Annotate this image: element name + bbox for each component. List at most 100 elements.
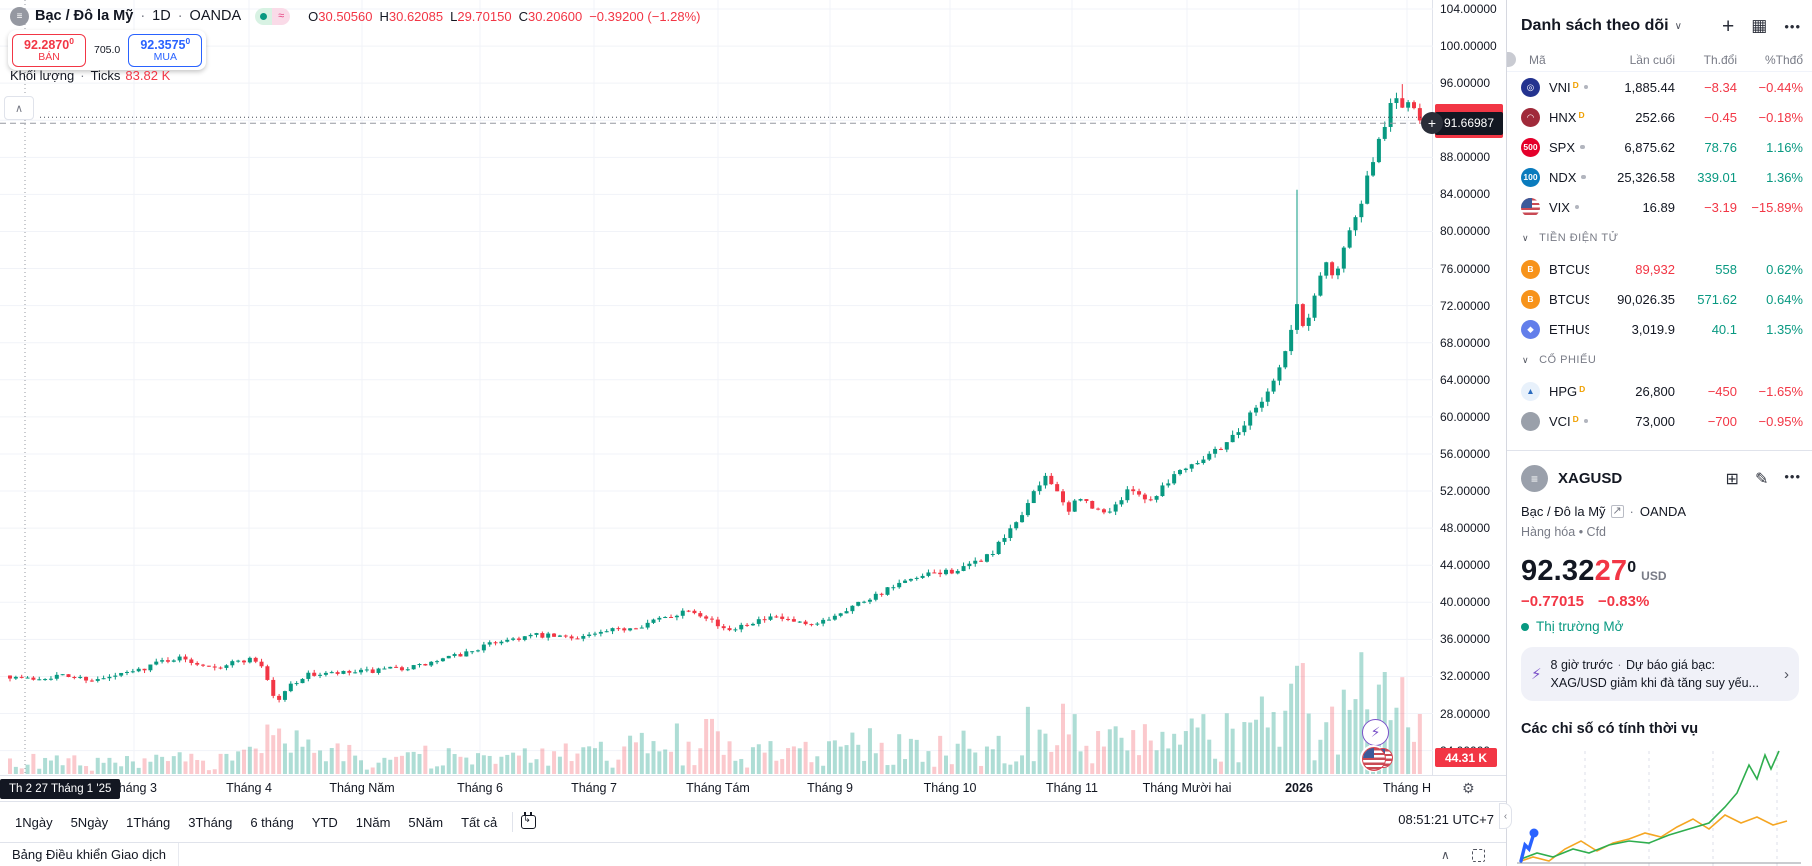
symbol-menu-icon[interactable]: ••• [1784,468,1801,484]
price-tick: 96.00000 [1440,76,1491,91]
price-tick: 84.00000 [1440,187,1491,202]
change-value: −450 [1707,383,1737,399]
price-change: −0.77015 −0.83% [1521,593,1650,610]
price-scale[interactable]: 24.0000028.0000032.0000036.0000040.00000… [1421,0,1505,775]
seasonal-section-title: Các chỉ số có tính thời vụ [1521,721,1699,738]
market-status-badge[interactable]: ≈ [255,7,291,25]
spread-value: 705.0 [94,44,121,56]
buy-button[interactable]: 92.35750 MUA [128,33,203,67]
symbol-cell: NDX [1549,170,1589,185]
range-5d[interactable]: 5Ngày [70,814,109,830]
layout-grid-icon[interactable]: ⊞ [1725,470,1739,488]
go-to-date-calendar-icon[interactable] [521,812,537,829]
chevron-down-icon: ∨ [1522,232,1530,243]
watchlist-row[interactable]: 100 NDX 25,326.58 339.01 1.36% [1507,162,1812,192]
status-dot-icon [1581,174,1586,180]
price-tick: 104.00000 [1440,2,1497,16]
change-value: −0.39200 (−1.28%) [589,8,701,24]
news-item[interactable]: ⚡ 8 giờ trước · Dự báo giá bạc: XAG/USD … [1521,647,1799,702]
lightning-news-icon: ⚡ [1531,666,1542,684]
market-open-dot-icon [255,7,273,25]
last-value: 25,326.58 [1617,169,1675,185]
axis-settings-gear-icon[interactable]: ⚙ [1462,780,1475,796]
volume-legend: Khối lượng · Ticks 83.82 K [10,68,171,83]
watchlist-row[interactable]: ◠ HNX D 252.66 −0.45 −0.18% [1507,102,1812,132]
range-ytd[interactable]: YTD [311,814,338,830]
symbol-cell: VNI D [1549,80,1589,95]
watchlist-row[interactable]: ◆ ETHUS 3,019.9 40.1 1.35% [1507,314,1812,344]
month-tick: Tháng Năm [329,781,395,795]
chevron-right-icon: › [1784,665,1789,683]
seasonal-mini-chart[interactable] [1513,745,1807,866]
watchlist-row[interactable]: 500 SPX 6,875.62 78.76 1.16% [1507,132,1812,162]
pane-divider-handle[interactable]: ‹ [1499,803,1512,829]
watchlist-row[interactable]: VCI D 73,000 −700 −0.95% [1507,406,1812,436]
watchlist-row[interactable]: B BTCUS 90,026.35 571.62 0.64% [1507,284,1812,314]
range-1m[interactable]: 1Tháng [126,814,171,830]
chevron-down-icon: ∨ [1674,20,1682,32]
price-tick: 72.00000 [1440,298,1491,313]
range-5y[interactable]: 5Năm [408,814,444,830]
volume-axis-label: 44.31 K [1435,748,1497,767]
symbol-name[interactable]: XAGUSD [1558,470,1623,487]
add-symbol-button[interactable]: + [1722,14,1735,38]
collapse-legend-button[interactable]: ∧ [4,96,34,120]
month-tick: Tháng 9 [807,781,853,795]
symbol-cell: BTCUS [1549,291,1589,307]
symbol-description[interactable]: Bạc / Đô la Mỹ [1521,504,1606,519]
time-scale[interactable]: Tháng 3 Tháng 4 Tháng Năm Tháng 6 Tháng 7 Thá… [0,775,1506,801]
add-order-plus-button[interactable]: + [1421,112,1443,135]
crosshair-date-label: Th 2 27 Tháng 1 '25 [0,779,121,799]
external-link-icon[interactable]: ↗ [1610,505,1624,518]
approx-data-icon: ≈ [272,7,291,25]
right-sidebar: Danh sách theo dõi ∨ + ▦ ••• Mã Lần cuối… [1506,0,1812,866]
ohlc-values: O30.50560 H30.62085 L29.70150 C30.20600 … [308,8,701,24]
sell-button[interactable]: 92.28700 BÁN [12,33,86,67]
range-6m[interactable]: 6 tháng [250,814,294,830]
interval-label[interactable]: 1D [152,8,171,24]
range-1y[interactable]: 1Năm [355,814,391,830]
layout-grid-icon[interactable]: ▦ [1751,16,1768,35]
candlestick-chart[interactable] [0,0,1433,775]
range-3m[interactable]: 3Tháng [188,814,233,830]
change-percent: 1.16% [1766,139,1803,155]
last-value: 90,026.35 [1617,291,1675,307]
lightning-events-icon[interactable]: ⚡ [1362,719,1389,746]
symbol-title[interactable]: Bạc / Đô la Mỹ [35,8,134,24]
watchlist-title[interactable]: Danh sách theo dõi [1521,17,1669,34]
range-all[interactable]: Tất cả [461,814,498,830]
hnx-logo-icon: ◠ [1521,107,1540,127]
high-value: 30.62085 [388,8,444,24]
watchlist-row[interactable]: ▲ HPG D 26,800 −450 −1.65% [1507,376,1812,406]
range-1d[interactable]: 1Ngày [15,814,53,830]
symbol-cell: HNX D [1549,109,1585,125]
chart-area[interactable] [0,0,1433,775]
trading-panel-tab[interactable]: Bảng Điều khiển Giao dịch [0,843,179,866]
watchlist-menu-icon[interactable]: ••• [1784,18,1801,34]
watchlist-section-header[interactable]: ∨ TIỀN ĐIỆN TỬ [1522,232,1619,244]
chevron-down-icon: ∨ [1522,354,1530,365]
watchlist-section-header[interactable]: ∨ CỔ PHIẾU [1522,354,1597,366]
panel-divider[interactable] [1507,450,1812,453]
symbol-cell: SPX [1549,140,1589,155]
last-value: 6,875.62 [1624,139,1675,155]
panel-maximize-icon[interactable] [1472,849,1485,862]
exchange-label[interactable]: OANDA [189,8,242,24]
bottom-panel-strip: Bảng Điều khiển Giao dịch [0,842,1506,866]
market-open-dot-icon [1521,622,1529,631]
watchlist-row[interactable]: B BTCUS 89,932 558 0.62% [1507,254,1812,284]
clock-utc-label[interactable]: 08:51:21 UTC+7 [1398,812,1494,827]
change-value: 339.01 [1697,169,1737,185]
economic-calendar-flags-icon[interactable] [1360,745,1393,772]
panel-expand-chevron-icon[interactable]: ∧ [1441,848,1450,862]
symbol-cell: BTCUS [1549,261,1589,277]
watchlist-row[interactable]: VIX 16.89 −3.19 −15.89% [1507,192,1812,222]
change-value: −0.45 [1704,109,1737,125]
compose-note-icon[interactable]: ✎ [1754,470,1769,488]
last-price: 92.32 27 0 USD [1521,555,1667,587]
watchlist-row[interactable]: ◎ VNI D 1,885.44 −8.34 −0.44% [1507,72,1812,102]
last-value: 3,019.9 [1631,321,1675,337]
silver-symbol-icon: ≡ [1521,465,1548,492]
spx-logo-icon: 500 [1521,137,1540,157]
change-percent: −0.18% [1758,109,1803,125]
